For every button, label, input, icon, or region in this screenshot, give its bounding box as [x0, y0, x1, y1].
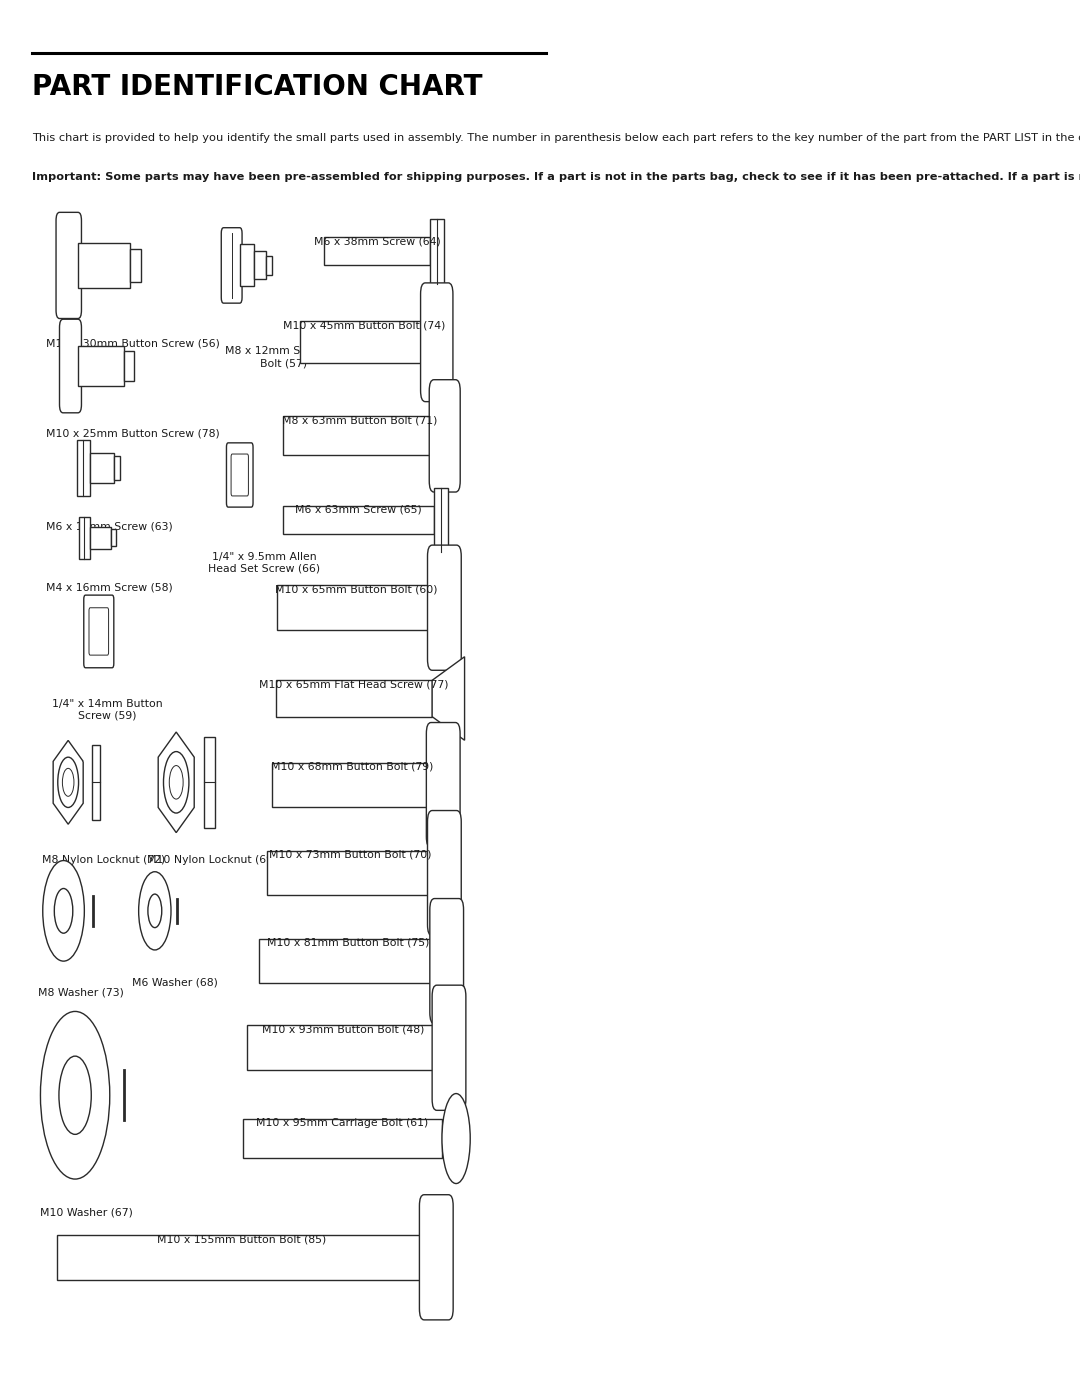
Text: M6 x 63mm Screw (65): M6 x 63mm Screw (65) [296, 504, 422, 515]
Text: M8 Nylon Locknut (72): M8 Nylon Locknut (72) [42, 855, 165, 865]
Text: M8 x 12mm Shoulder
Bolt (57): M8 x 12mm Shoulder Bolt (57) [226, 346, 342, 367]
Circle shape [163, 752, 189, 813]
Bar [324, 237, 431, 265]
Bar [254, 251, 266, 279]
Bar [77, 440, 90, 496]
Circle shape [59, 1056, 92, 1134]
Circle shape [54, 888, 72, 933]
FancyBboxPatch shape [84, 595, 113, 668]
Bar [130, 249, 141, 282]
Bar [90, 453, 113, 483]
Bar [276, 680, 432, 717]
FancyBboxPatch shape [429, 380, 460, 492]
Bar [267, 851, 434, 895]
Bar [431, 219, 444, 284]
Text: M6 x 38mm Screw (64): M6 x 38mm Screw (64) [313, 236, 441, 247]
Bar [247, 1025, 440, 1070]
Text: 1/4" x 14mm Button
Screw (59): 1/4" x 14mm Button Screw (59) [52, 698, 163, 719]
Text: M6 x 16mm Screw (63): M6 x 16mm Screw (63) [46, 521, 173, 531]
Text: M10 x 81mm Button Bolt (75): M10 x 81mm Button Bolt (75) [267, 937, 429, 949]
Text: M10 Washer (67): M10 Washer (67) [40, 1207, 133, 1217]
Text: M8 x 63mm Button Bolt (71): M8 x 63mm Button Bolt (71) [282, 415, 437, 426]
Bar [79, 517, 90, 559]
Text: M10 x 30mm Button Screw (56): M10 x 30mm Button Screw (56) [46, 338, 220, 348]
Text: M10 x 68mm Button Bolt (79): M10 x 68mm Button Bolt (79) [271, 761, 433, 773]
FancyBboxPatch shape [221, 228, 242, 303]
Text: M10 x 45mm Button Bolt (74): M10 x 45mm Button Bolt (74) [283, 320, 445, 331]
Bar [283, 506, 434, 534]
Bar [124, 351, 134, 381]
Bar [111, 529, 117, 546]
Circle shape [43, 861, 84, 961]
Text: M10 Nylon Locknut (69): M10 Nylon Locknut (69) [147, 855, 278, 865]
Text: M10 x 155mm Button Bolt (85): M10 x 155mm Button Bolt (85) [157, 1234, 326, 1245]
Circle shape [170, 766, 184, 799]
Bar [240, 244, 254, 286]
Bar [434, 488, 448, 552]
FancyBboxPatch shape [227, 443, 253, 507]
Bar [300, 321, 428, 363]
Text: Important: Some parts may have been pre-assembled for shipping purposes. If a pa: Important: Some parts may have been pre-… [31, 172, 1080, 182]
Text: M10 x 25mm Button Screw (78): M10 x 25mm Button Screw (78) [46, 429, 220, 439]
Text: M10 x 65mm Button Bolt (60): M10 x 65mm Button Bolt (60) [274, 584, 437, 595]
FancyBboxPatch shape [430, 898, 463, 1024]
Text: M10 x 93mm Button Bolt (48): M10 x 93mm Button Bolt (48) [262, 1024, 424, 1035]
Bar [92, 745, 100, 820]
Text: M4 x 16mm Screw (58): M4 x 16mm Screw (58) [46, 583, 173, 592]
Bar [204, 738, 215, 827]
Circle shape [63, 768, 73, 796]
Bar [113, 457, 120, 479]
FancyBboxPatch shape [56, 212, 81, 319]
Ellipse shape [442, 1094, 470, 1183]
FancyBboxPatch shape [428, 545, 461, 671]
Text: M10 x 73mm Button Bolt (70): M10 x 73mm Button Bolt (70) [269, 849, 432, 861]
FancyBboxPatch shape [89, 608, 109, 655]
Circle shape [57, 757, 79, 807]
Polygon shape [432, 657, 464, 740]
Bar [259, 939, 436, 983]
Polygon shape [158, 732, 194, 833]
Polygon shape [53, 740, 83, 824]
FancyBboxPatch shape [231, 454, 248, 496]
Circle shape [148, 894, 162, 928]
FancyBboxPatch shape [59, 319, 81, 414]
FancyBboxPatch shape [419, 1194, 454, 1320]
Text: PART IDENTIFICATION CHART: PART IDENTIFICATION CHART [31, 73, 483, 101]
Bar [271, 763, 433, 807]
Circle shape [40, 1011, 110, 1179]
Bar [78, 346, 124, 386]
Text: M8 Washer (73): M8 Washer (73) [38, 988, 123, 997]
Text: M6 Washer (68): M6 Washer (68) [132, 978, 217, 988]
Text: M10 x 65mm Flat Head Screw (77): M10 x 65mm Flat Head Screw (77) [259, 679, 449, 690]
Bar [278, 585, 434, 630]
Bar [283, 416, 436, 455]
FancyBboxPatch shape [432, 985, 465, 1111]
Bar [78, 243, 130, 288]
Text: 1/4" x 9.5mm Allen
Head Set Screw (66): 1/4" x 9.5mm Allen Head Set Screw (66) [208, 552, 320, 573]
Bar [56, 1235, 427, 1280]
Text: This chart is provided to help you identify the small parts used in assembly. Th: This chart is provided to help you ident… [31, 133, 1080, 142]
FancyBboxPatch shape [427, 722, 460, 848]
Circle shape [138, 872, 171, 950]
FancyBboxPatch shape [428, 810, 461, 936]
Bar [243, 1119, 442, 1158]
FancyBboxPatch shape [420, 282, 453, 402]
Bar [90, 527, 111, 549]
Bar [266, 256, 271, 275]
Text: M10 x 95mm Carriage Bolt (61): M10 x 95mm Carriage Bolt (61) [256, 1118, 429, 1129]
